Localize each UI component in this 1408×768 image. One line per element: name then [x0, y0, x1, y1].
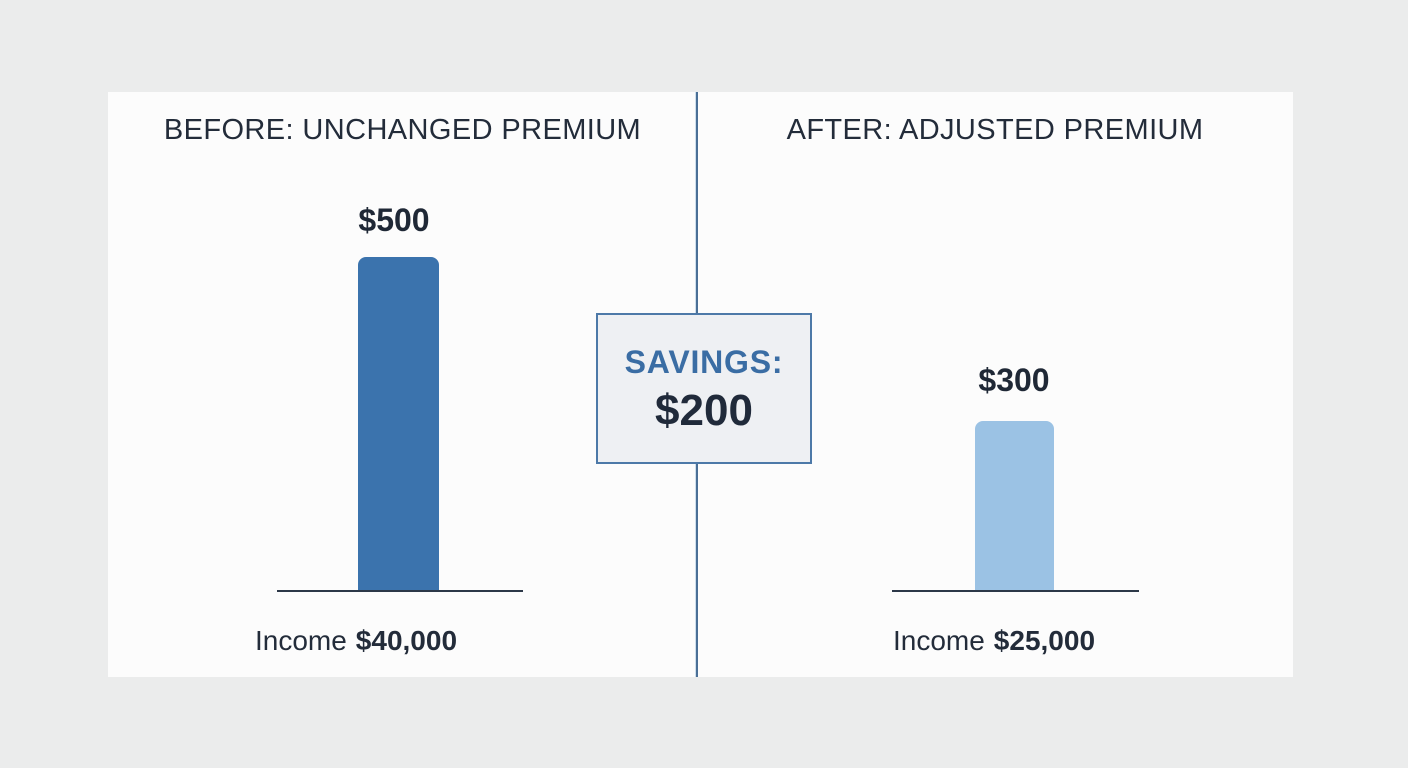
- savings-callout-box: SAVINGS: $200: [596, 313, 812, 464]
- before-income-value: $40,000: [355, 625, 458, 656]
- after-income-label: Income: [892, 625, 985, 656]
- before-premium-value: $500: [358, 202, 430, 238]
- before-income-label: Income: [254, 625, 347, 656]
- after-premium-bar: [975, 421, 1054, 592]
- after-premium-value: $300: [978, 362, 1050, 398]
- after-panel-title: AFTER: ADJUSTED PREMIUM: [786, 114, 1204, 146]
- before-panel-title: BEFORE: UNCHANGED PREMIUM: [163, 114, 642, 146]
- after-axis-baseline: [892, 590, 1139, 592]
- after-income-caption: Income $25,000: [794, 624, 1194, 658]
- after-income-value: $25,000: [993, 625, 1096, 656]
- before-income-caption: Income $40,000: [156, 624, 556, 658]
- savings-label: SAVINGS:: [624, 343, 784, 380]
- before-premium-bar: [358, 257, 439, 592]
- before-axis-baseline: [277, 590, 523, 592]
- savings-value: $200: [655, 385, 753, 435]
